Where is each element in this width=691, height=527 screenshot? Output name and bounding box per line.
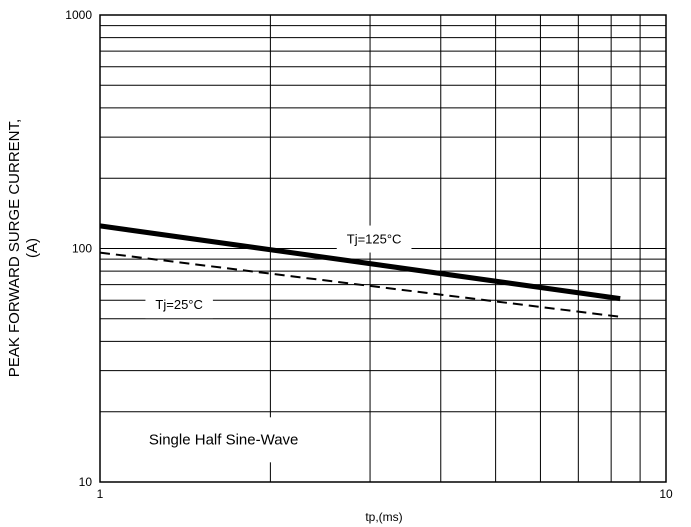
series-label: Tj=25°C (155, 297, 202, 312)
series-line (99, 251, 621, 318)
x-tick-label: 1 (97, 487, 104, 501)
plot-frame (99, 14, 667, 483)
y-tick-label: 10 (79, 475, 93, 489)
series-lines (99, 223, 621, 318)
chart-annotation: Single Half Sine-Wave (149, 431, 299, 448)
series-label-background (145, 291, 213, 319)
x-tick-label: 10 (659, 487, 673, 501)
series-line (99, 223, 621, 302)
y-axis-label: PEAK FORWARD SURGE CURRENT, (6, 119, 23, 377)
tick-labels: 1 10 10 100 1000 (65, 8, 673, 501)
y-axis-unit-label: (A) (24, 238, 41, 258)
series-label-background (336, 225, 412, 253)
annotations: Tj=125°C Tj=25°C Single Half Sine-Wave (149, 232, 402, 449)
series-label: Tj=125°C (347, 232, 402, 247)
y-tick-label: 100 (72, 242, 92, 256)
series-label-backgrounds (136, 225, 412, 463)
annotation-background (136, 417, 311, 463)
y-tick-label: 1000 (65, 8, 92, 22)
x-axis-label: tp,(ms) (365, 510, 402, 524)
